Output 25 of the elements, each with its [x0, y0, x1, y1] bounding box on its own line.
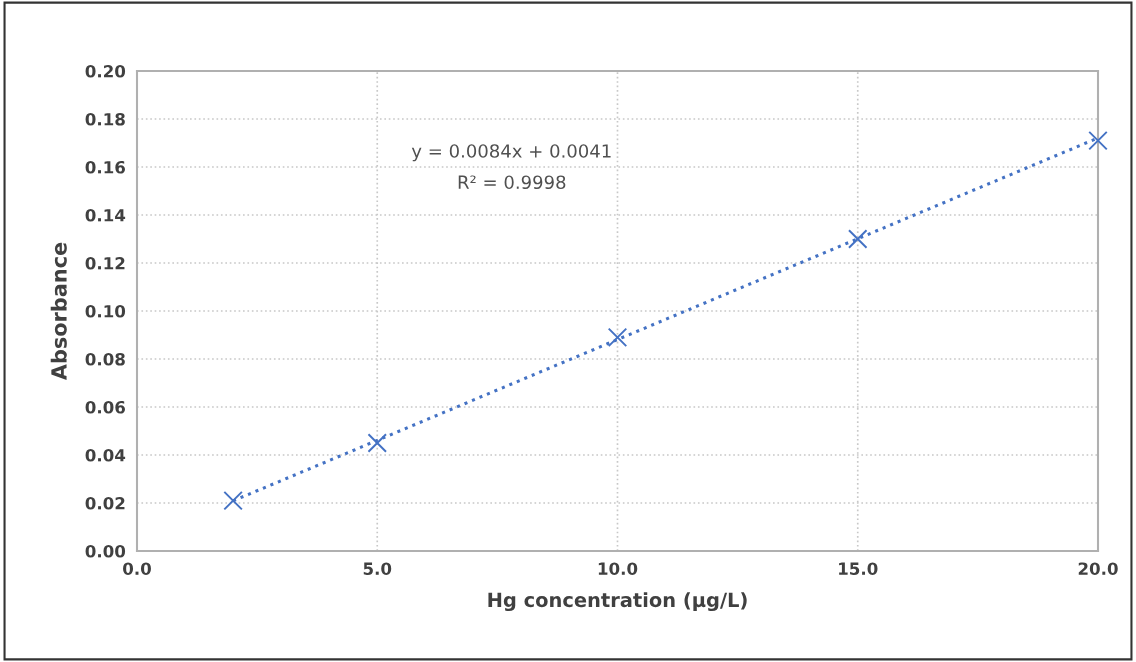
point [607, 327, 628, 348]
x-tick-label: 0.0 [123, 562, 151, 576]
y-tick-label: 0.06 [85, 400, 125, 414]
y-tick-label: 0.04 [85, 448, 126, 462]
x-tick-label: 20.0 [1078, 562, 1118, 576]
y-tick-label: 0.18 [85, 112, 125, 126]
x-tick-label: 10.0 [598, 562, 638, 576]
y-tick-label: 0.12 [85, 256, 125, 270]
y-tick-label: 0.02 [85, 496, 125, 510]
x-tick-label: 5.0 [363, 562, 392, 576]
point [367, 433, 387, 453]
y-tick-label: 0.00 [85, 544, 126, 558]
x-tick-label: 15.0 [839, 562, 878, 576]
y-tick-label: 0.14 [85, 208, 126, 222]
y-axis-title: Absorbance [50, 242, 67, 381]
y-tick-label: 0.10 [85, 304, 126, 318]
y-tick-label: 0.16 [85, 160, 125, 174]
y-tick-label: 0.20 [85, 64, 126, 78]
point [1088, 130, 1108, 151]
x-axis-title: Hg concentration (µg/L) [488, 592, 747, 612]
point [223, 490, 243, 511]
annotation: R² = 0.9998 [458, 175, 566, 190]
annotation: y = 0.0084x + 0.0041 [411, 144, 611, 162]
y-tick-label: 0.08 [85, 352, 125, 366]
point [848, 229, 868, 249]
